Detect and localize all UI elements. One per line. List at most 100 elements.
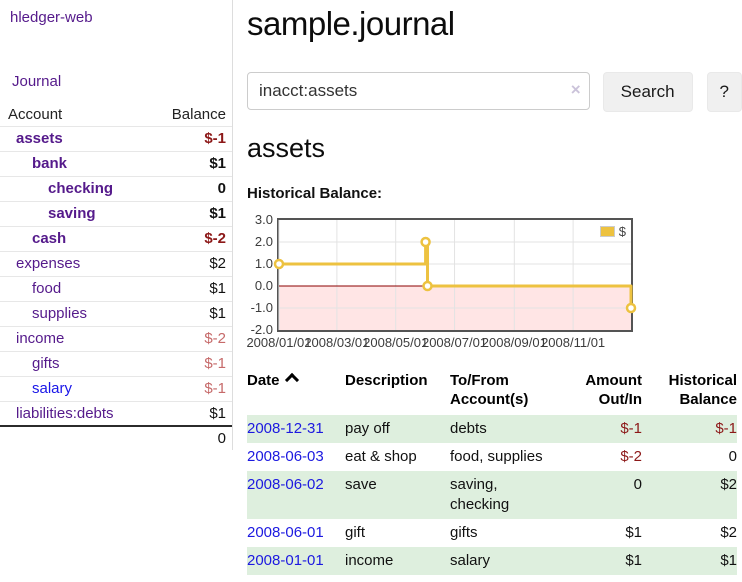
account-row: gifts $-1	[0, 351, 232, 376]
accounts-header-account: Account	[8, 106, 63, 123]
accounts-total-row: 0	[0, 425, 232, 450]
register-cell-amount: $-2	[620, 447, 642, 465]
help-button[interactable]: ?	[706, 71, 742, 112]
account-title: assets	[247, 132, 326, 163]
account-row: checking 0	[0, 176, 232, 201]
x-axis-tick-label: 2008/05/01	[363, 334, 429, 350]
register-cell-balance: 0	[728, 447, 737, 465]
register-cell-accounts: food, supplies	[450, 447, 543, 465]
account-link-salary[interactable]: salary	[32, 380, 73, 397]
account-link-saving[interactable]: saving	[48, 205, 96, 222]
account-row: expenses $2	[0, 251, 232, 276]
account-balance: $1	[209, 205, 226, 222]
account-balance: $1	[209, 155, 226, 172]
account-link-checking[interactable]: checking	[48, 180, 114, 197]
page-title: sample.journal	[247, 5, 455, 42]
y-axis-tick-label: 2.0	[254, 233, 273, 249]
register-cell-amount: $1	[625, 523, 642, 541]
transaction-date-link[interactable]: 2008-01-01	[247, 551, 324, 569]
account-balance: $-1	[204, 130, 226, 147]
register-cell-date: 2008-06-03	[247, 443, 345, 471]
register-table: Date Description To/From Account(s) Amount…	[247, 369, 742, 575]
account-balance: 0	[217, 180, 226, 197]
account-balance: $-2	[204, 330, 226, 347]
y-axis-tick-label: 1.0	[254, 255, 273, 271]
account-balance: $-1	[204, 355, 226, 372]
register-cell-amount: 0	[565, 470, 642, 519]
y-axis-tick-label: 3.0	[254, 211, 273, 227]
transaction-date-link[interactable]: 2008-06-01	[247, 523, 324, 541]
register-cell-balance: $2	[720, 523, 737, 541]
data-point-marker	[625, 302, 637, 314]
register-cell-date: 2008-06-01	[247, 519, 345, 547]
legend-label: $	[618, 223, 626, 239]
x-axis-tick-label: 2008/09/01	[481, 334, 547, 350]
search-form: × Search ?	[247, 71, 742, 112]
register-cell-date: 2008-12-31	[247, 414, 345, 443]
account-row: liabilities:debts $1	[0, 401, 232, 426]
register-cell-accounts: debts	[450, 414, 565, 443]
account-link-expenses[interactable]: expenses	[16, 255, 81, 272]
register-cell-date: 2008-01-01	[247, 546, 345, 575]
x-axis-tick-label: 2008/01/01	[246, 334, 312, 350]
account-row: bank $1	[0, 151, 232, 176]
account-row: income $-2	[0, 326, 232, 351]
account-balance: $2	[209, 255, 226, 272]
app-title-link[interactable]: hledger-web	[10, 9, 93, 26]
account-link-assets[interactable]: assets	[16, 130, 63, 147]
register-cell-description: eat & shop	[345, 447, 417, 465]
search-input[interactable]	[247, 71, 590, 110]
clear-search-icon[interactable]: ×	[570, 79, 581, 99]
register-cell-balance: $2	[642, 470, 737, 519]
legend-swatch	[599, 225, 615, 237]
account-row: supplies $1	[0, 301, 232, 326]
account-row: salary $-1	[0, 376, 232, 401]
account-balance: $1	[209, 305, 226, 322]
x-axis-tick-label: 2008/03/01	[304, 334, 370, 350]
account-row: cash $-2	[0, 226, 232, 251]
data-point-marker	[420, 236, 431, 248]
register-cell-amount: $-1	[565, 414, 642, 443]
search-box: ×	[247, 71, 590, 112]
account-row: food $1	[0, 276, 232, 301]
register-cell-amount: $1	[565, 546, 642, 575]
data-point-marker	[273, 258, 285, 270]
transaction-date-link[interactable]: 2008-12-31	[247, 419, 324, 437]
transaction-date-link[interactable]: 2008-06-03	[247, 447, 324, 465]
transaction-date-link[interactable]: 2008-06-02	[247, 475, 324, 493]
register-cell-balance: $1	[642, 546, 737, 575]
accounts-header: Account Balance	[0, 103, 232, 126]
sidebar: hledger-web Journal Account Balance asse…	[0, 0, 233, 450]
register-cell-accounts: saving, checking	[450, 470, 565, 519]
chart-title: Historical Balance:	[247, 184, 383, 202]
y-axis-tick-label: -2.0	[250, 321, 273, 337]
account-balance: $-2	[204, 230, 226, 247]
x-axis-tick-label: 2008/07/01	[421, 334, 488, 350]
register-cell-description: gift	[345, 523, 366, 541]
register-column-header: To/From Account(s)	[450, 371, 529, 408]
account-balance: $-1	[204, 380, 226, 397]
y-axis-tick-label: -1.0	[250, 299, 273, 315]
account-link-food[interactable]: food	[32, 280, 62, 297]
sidebar-item-journal[interactable]: Journal	[12, 73, 62, 90]
account-link-liabilities-debts[interactable]: liabilities:debts	[16, 405, 114, 422]
register-column-header: Amount Out/In	[585, 371, 642, 408]
account-link-bank[interactable]: bank	[32, 155, 68, 172]
historical-balance-chart: 3.0 2.0 1.0 0.0 -1.0 -2.0 $2008/01/01 2008/03/0…	[246, 211, 742, 354]
register-cell-description: pay off	[345, 414, 450, 443]
register-cell-description: save	[345, 470, 450, 519]
account-link-supplies[interactable]: supplies	[32, 305, 88, 322]
account-link-gifts[interactable]: gifts	[32, 355, 60, 372]
register-column-header[interactable]: Date	[247, 369, 345, 415]
account-row: saving $1	[0, 201, 232, 226]
account-link-income[interactable]: income	[16, 330, 65, 347]
accounts-header-balance: Balance	[171, 106, 226, 123]
register-cell-balance: $-1	[642, 414, 737, 443]
chart-legend: $	[597, 222, 628, 240]
register-cell-accounts: salary	[450, 546, 565, 575]
accounts-tree: Account Balance assets $-1 bank $1 checking 0…	[0, 103, 232, 450]
account-link-cash[interactable]: cash	[32, 230, 67, 247]
register-column-header: Historical Balance	[668, 371, 737, 408]
register-cell-description: income	[345, 546, 450, 575]
search-button[interactable]: Search	[602, 71, 693, 112]
